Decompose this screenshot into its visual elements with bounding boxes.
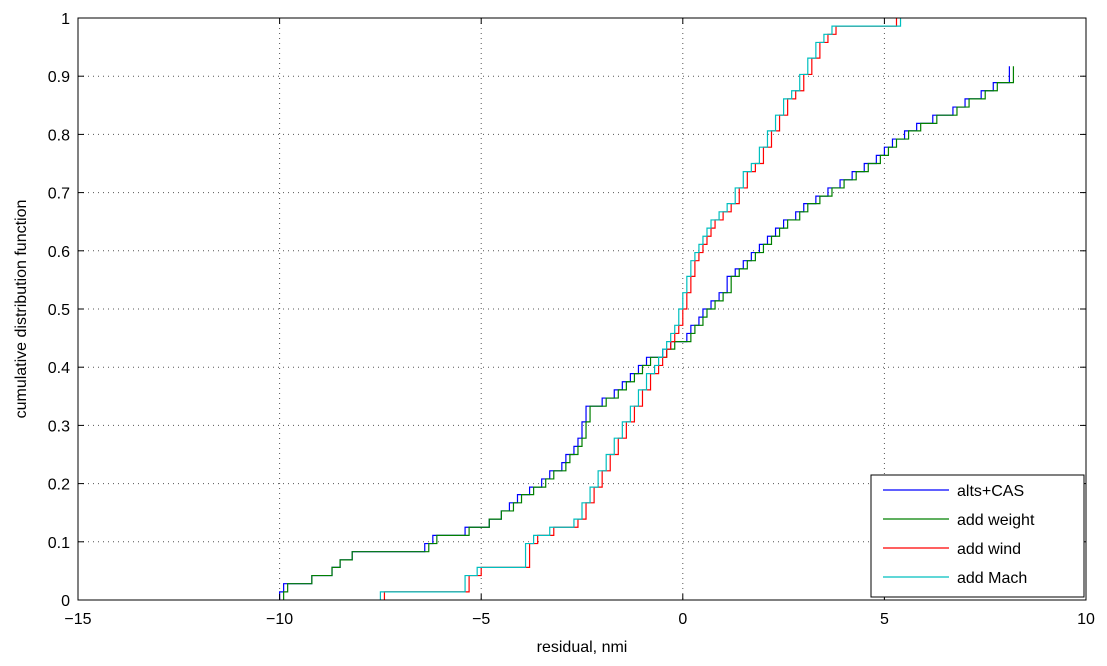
legend-items: alts+CAS add weight add wind add Mach xyxy=(883,483,1035,587)
x-tick-label: −5 xyxy=(472,611,490,628)
y-tick-label: 0.3 xyxy=(48,418,70,435)
y-axis-label: cumulative distribution function xyxy=(13,200,30,419)
y-tick-label: 1 xyxy=(61,11,70,28)
y-tick-label: 0.6 xyxy=(48,244,70,261)
y-tick-label: 0.9 xyxy=(48,69,70,86)
x-tick-label: 0 xyxy=(678,611,687,628)
legend-label-0: alts+CAS xyxy=(957,483,1024,500)
y-tick-label: 0.2 xyxy=(48,477,70,494)
x-axis-label: residual, nmi xyxy=(537,639,628,656)
y-tick-label: 0.8 xyxy=(48,127,70,144)
y-tick-label: 0.1 xyxy=(48,535,70,552)
series-layer xyxy=(279,18,1015,600)
series-line-2 xyxy=(383,18,898,600)
legend-label-1: add weight xyxy=(957,512,1035,529)
legend: alts+CAS add weight add wind add Mach xyxy=(870,474,1085,598)
x-tick-label: −10 xyxy=(266,611,293,628)
y-tick-label: 0 xyxy=(61,593,70,610)
y-tick-label: 0.7 xyxy=(48,186,70,203)
x-tick-label: −15 xyxy=(64,611,91,628)
y-tick-label: 0.5 xyxy=(48,302,70,319)
series-line-3 xyxy=(379,18,902,600)
series-line-1 xyxy=(283,66,1015,600)
y-tick-label: 0.4 xyxy=(48,360,70,377)
x-tick-label: 5 xyxy=(880,611,889,628)
tick-layer: −15 −10 −5 0 5 10 0 0.1 0.2 0.3 0.4 0.5 0.6 0.7 0.8 0.9… xyxy=(48,11,1095,628)
legend-label-3: add Mach xyxy=(957,570,1027,587)
x-tick-label: 10 xyxy=(1077,611,1095,628)
legend-label-2: add wind xyxy=(957,541,1021,558)
